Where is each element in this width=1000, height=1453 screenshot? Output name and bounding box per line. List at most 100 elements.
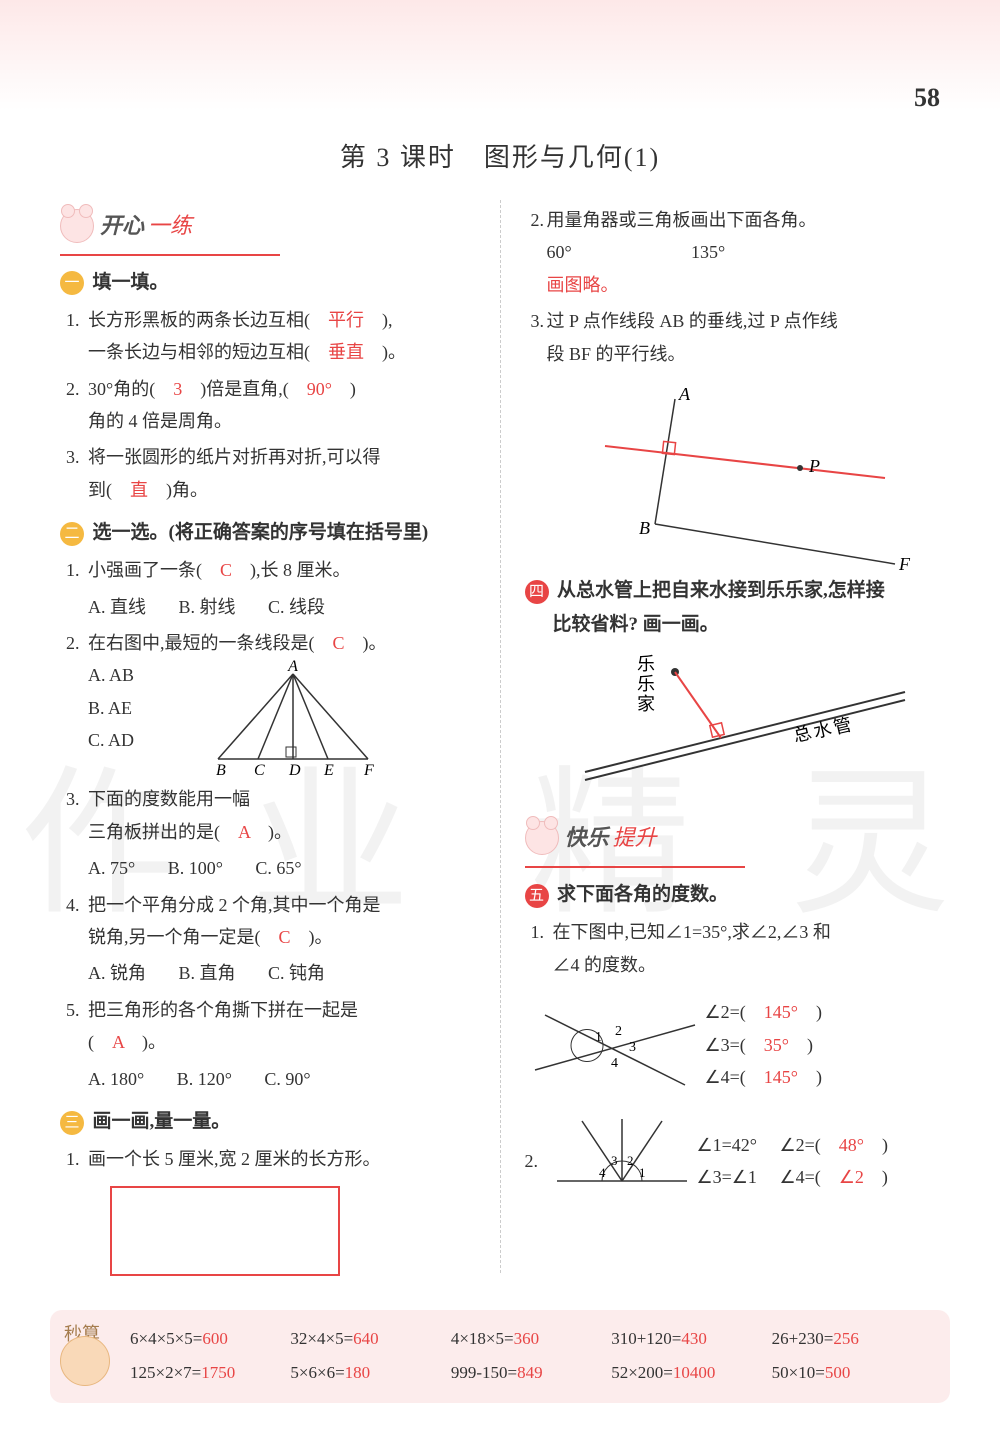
label: 4 [599,1165,606,1180]
item-number: 3. [531,305,545,337]
right-column: 2. 用量角器或三角板画出下面各角。 60° 135° 画图略。 3. 过 P … [500,200,941,1273]
text: ) [864,1167,888,1187]
label: A [678,384,691,404]
text: ∠4 的度数。 [553,955,657,975]
question-title: 画一画,量一量。 [93,1111,231,1132]
text: )。 [364,342,406,362]
calc-a: 640 [353,1329,379,1348]
answer: C [333,633,345,653]
calc-q: 5×6×6= [290,1363,344,1382]
calc-a: 849 [517,1363,543,1382]
option: A. 直线 [88,591,146,623]
calc-a: 10400 [673,1363,716,1382]
q3-item1: 1. 画一个长 5 厘米,宽 2 厘米的长方形。 [60,1143,476,1175]
calc-q: 26+230= [772,1329,834,1348]
label: 2 [627,1153,634,1168]
text: 下面的度数能用一幅 [88,789,250,809]
text: 把一个平角分成 2 个角,其中一个角是 [88,895,381,915]
option: B. AE [88,692,188,724]
page-number: 58 [914,75,940,122]
q2-item4-options: A. 锐角 B. 直角 C. 钝角 [60,957,476,989]
section-underline [525,866,745,868]
q5-item1-body: 1 2 3 4 ∠2=( 145° ) ∠3=( 35° ) ∠4=( 145°… [525,985,941,1105]
q2-item1: 1. 小强画了一条( C ),长 8 厘米。 [60,554,476,586]
option: B. 100° [168,852,223,884]
question-title: 填一填。 [93,272,169,293]
bear-icon [525,821,559,855]
text: 三角板拼出的是( [88,822,238,842]
text: 将一张圆形的纸片对折再对折,可以得 [88,447,381,467]
angles-diagram-2: 1 2 3 4 [547,1111,697,1211]
label: 管 [831,715,853,739]
text: 段 BF 的平行线。 [547,344,686,364]
option: C. 90° [264,1063,310,1095]
text: ∠4=( [705,1067,764,1087]
label: 2 [615,1024,622,1039]
section-title-accent: 提升 [613,818,657,858]
option: B. 120° [177,1063,232,1095]
question-number-badge: 五 [525,884,549,908]
text: 长方形黑板的两条长边互相( [88,310,328,330]
waterpipe-diagram: 乐 乐 家 总 水 管 [545,642,925,812]
section-title: 开心 [100,206,144,246]
label: C [254,762,265,779]
label: P [808,456,820,476]
text: 锐角,另一个角一定是( [88,927,279,947]
question-1-heading: 一 填一填。 [60,266,476,300]
text: ) [332,379,356,399]
answer: 145° [764,1002,798,1022]
question-number-badge: 四 [525,580,549,604]
item-number: 2. [66,627,80,659]
text: ) [789,1035,813,1055]
answer: 画图略。 [547,275,619,295]
calc-a: 600 [202,1329,228,1348]
question-number-badge: 一 [60,271,84,295]
label: 水 [811,719,833,743]
answer: 3 [173,379,182,399]
text: 角的 4 倍是周角。 [88,411,232,431]
q1-item1: 1. 长方形黑板的两条长边互相( 平行 ), 一条长边与相邻的短边互相( 垂直 … [60,304,476,369]
section-title-accent: 一练 [148,206,192,246]
footer-calc-box: 秒算 6×4×5×5=600 32×4×5=640 4×18×5=360 310… [50,1310,950,1403]
calc-q: 52×200= [611,1363,673,1382]
answer: 90° [307,379,332,399]
question-title: 从总水管上把自来水接到乐乐家,怎样接 [557,580,885,601]
label: 乐 [637,674,655,694]
answer: 48° [839,1135,864,1155]
q2-item4: 4. 把一个平角分成 2 个角,其中一个角是 锐角,另一个角一定是( C )。 [60,889,476,954]
answer: ∠2 [839,1167,864,1187]
text: 用量角器或三角板画出下面各角。 [547,210,817,230]
answer: A [112,1032,124,1052]
calc-a: 500 [825,1363,851,1382]
text: )角。 [148,480,208,500]
item-number: 1. [531,916,545,948]
text: 一条长边与相邻的短边互相( [88,342,328,362]
label: F [363,762,374,779]
question-2-heading: 二 选一选。(将正确答案的序号填在括号里) [60,516,476,550]
text: ∠1=42° [697,1135,758,1155]
q2-item5: 5. 把三角形的各个角撕下拼在一起是 ( A )。 [60,994,476,1059]
calc-q: 32×4×5= [290,1329,353,1348]
section-header-kaixin: 开心 一练 [60,206,476,246]
text: ), [364,310,393,330]
label: B [216,762,226,779]
answer: 145° [764,1067,798,1087]
option: B. 直角 [179,957,236,989]
q1-item3: 3. 将一张圆形的纸片对折再对折,可以得 到( 直 )角。 [60,441,476,506]
label: B [639,518,650,538]
calc-a: 360 [514,1329,540,1348]
item-number: 2. [531,204,545,236]
q2-item5-options: A. 180° B. 120° C. 90° [60,1063,476,1095]
calc-q: 999-150= [451,1363,517,1382]
label: 家 [637,694,655,714]
question-title: 选一选。(将正确答案的序号填在括号里) [93,522,429,543]
text: 到( [88,480,130,500]
q-r3: 3. 过 P 点作线段 AB 的垂线,过 P 点作线 段 BF 的平行线。 [525,305,941,370]
option: B. 射线 [179,591,236,623]
text: ) [864,1135,888,1155]
label: A [287,659,298,675]
label: 4 [611,1056,618,1071]
label: E [323,762,334,779]
drawn-rectangle [110,1186,340,1276]
text: ∠4=( [779,1167,838,1187]
